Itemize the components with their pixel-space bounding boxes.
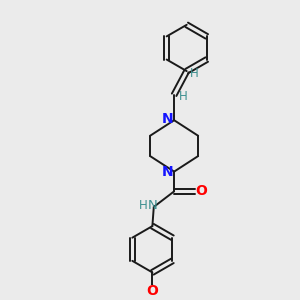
Text: N: N	[148, 199, 157, 212]
Text: N: N	[162, 112, 174, 126]
Text: N: N	[162, 166, 174, 179]
Text: H: H	[190, 68, 199, 80]
Text: O: O	[196, 184, 207, 198]
Text: H: H	[179, 90, 188, 103]
Text: O: O	[146, 284, 158, 298]
Text: H: H	[139, 199, 147, 212]
